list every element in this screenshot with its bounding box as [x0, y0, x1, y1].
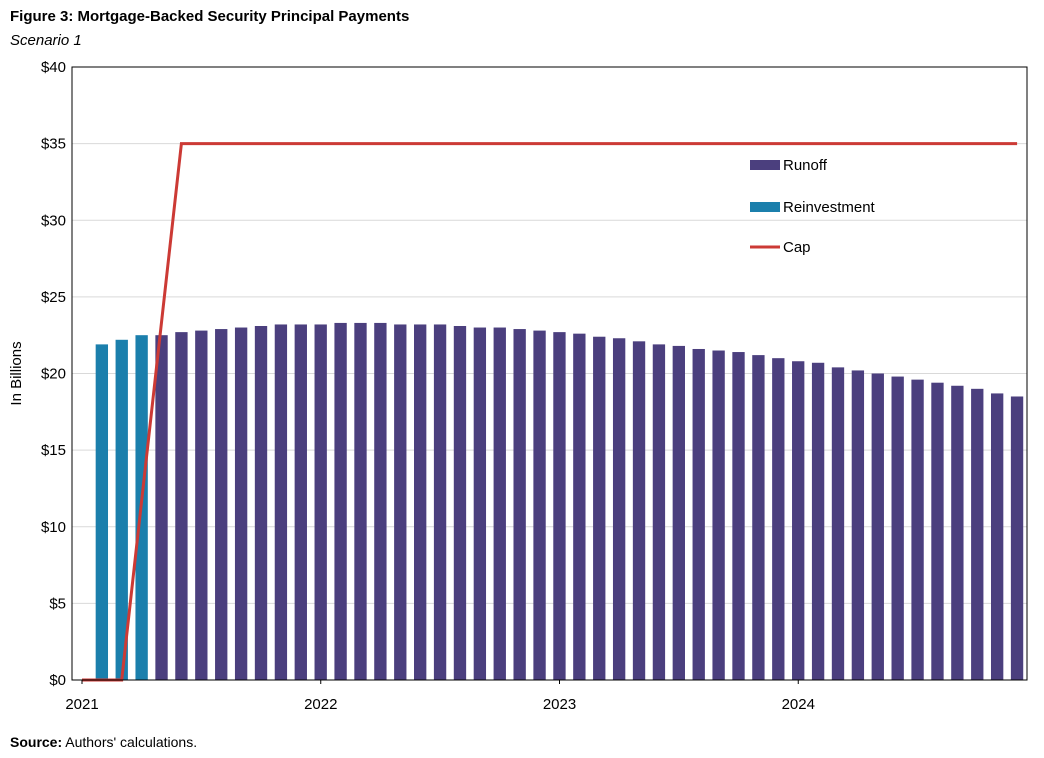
runoff-bar: [374, 322, 387, 680]
chart-title: Figure 3: Mortgage-Backed Security Princ…: [10, 8, 410, 25]
runoff-bar: [712, 350, 725, 680]
runoff-bar: [732, 352, 745, 680]
runoff-bar: [453, 325, 467, 680]
source-text: Authors' calculations.: [65, 734, 198, 750]
source-note: Source: Authors' calculations.: [10, 734, 197, 750]
runoff-bar: [632, 341, 646, 680]
legend-reinvestment-label: Reinvestment: [783, 199, 876, 216]
runoff-bar: [314, 324, 327, 680]
reinvestment-bar: [115, 339, 128, 680]
legend-cap-label: Cap: [783, 239, 811, 256]
runoff-bar: [414, 324, 427, 680]
runoff-bar: [891, 376, 904, 680]
legend: Runoff Reinvestment Cap: [750, 157, 876, 256]
y-tick-label: $40: [41, 59, 66, 76]
runoff-bar: [672, 345, 685, 680]
runoff-bar: [593, 336, 606, 680]
x-tick-label: 2022: [304, 696, 337, 713]
x-tick-label: 2021: [65, 696, 98, 713]
runoff-bar: [394, 324, 407, 680]
runoff-bar: [752, 355, 765, 680]
legend-runoff-swatch: [750, 160, 780, 170]
runoff-bar: [871, 373, 884, 680]
y-tick-label: $5: [49, 595, 66, 612]
runoff-bar: [692, 348, 705, 680]
y-tick-label: $30: [41, 212, 66, 229]
runoff-bar: [1010, 396, 1024, 680]
runoff-bar: [792, 361, 805, 680]
runoff-bar: [831, 367, 845, 680]
runoff-bar: [931, 382, 944, 680]
y-tick-label: $20: [41, 366, 66, 383]
runoff-bar: [175, 332, 188, 680]
runoff-bar: [274, 324, 288, 680]
runoff-bar: [254, 325, 268, 680]
runoff-bar: [493, 327, 506, 680]
runoff-bar: [155, 335, 168, 680]
chart-subtitle: Scenario 1: [10, 32, 82, 49]
x-axis-ticks: 2021 2022 2023 2024: [65, 680, 815, 713]
runoff-bar: [573, 333, 586, 680]
runoff-bar: [811, 362, 825, 680]
y-tick-label: $10: [41, 519, 66, 536]
y-axis-ticks: $0 $5 $10 $15 $20 $25 $30 $35 $40: [41, 59, 66, 689]
runoff-bar: [951, 385, 964, 680]
runoff-bar: [533, 330, 546, 680]
runoff-bar: [513, 329, 526, 680]
y-tick-label: $15: [41, 442, 66, 459]
runoff-bar: [334, 322, 347, 680]
runoff-bar: [473, 327, 487, 680]
reinvestment-bar: [95, 344, 109, 680]
y-tick-label: $35: [41, 136, 66, 153]
x-tick-label: 2024: [782, 696, 815, 713]
legend-reinvestment-swatch: [750, 202, 780, 212]
y-tick-label: $0: [49, 672, 66, 689]
runoff-bar: [553, 332, 566, 680]
runoff-bar: [652, 344, 666, 680]
y-axis-label: In Billions: [8, 341, 25, 405]
runoff-bar: [234, 327, 248, 680]
runoff-bar: [215, 329, 228, 680]
runoff-bar: [911, 379, 924, 680]
legend-runoff-label: Runoff: [783, 157, 828, 174]
bar-series: [95, 322, 1024, 680]
runoff-bar: [612, 338, 626, 680]
y-tick-label: $25: [41, 289, 66, 306]
plot-frame: [71, 66, 1028, 681]
runoff-bar: [990, 393, 1004, 680]
source-label: Source:: [10, 734, 63, 750]
runoff-bar: [294, 324, 307, 680]
runoff-bar: [772, 358, 785, 680]
x-tick-label: 2023: [543, 696, 576, 713]
runoff-bar: [851, 370, 865, 680]
runoff-bar: [433, 324, 447, 680]
runoff-bar: [195, 330, 208, 680]
runoff-bar: [971, 388, 984, 680]
runoff-bar: [354, 322, 367, 680]
